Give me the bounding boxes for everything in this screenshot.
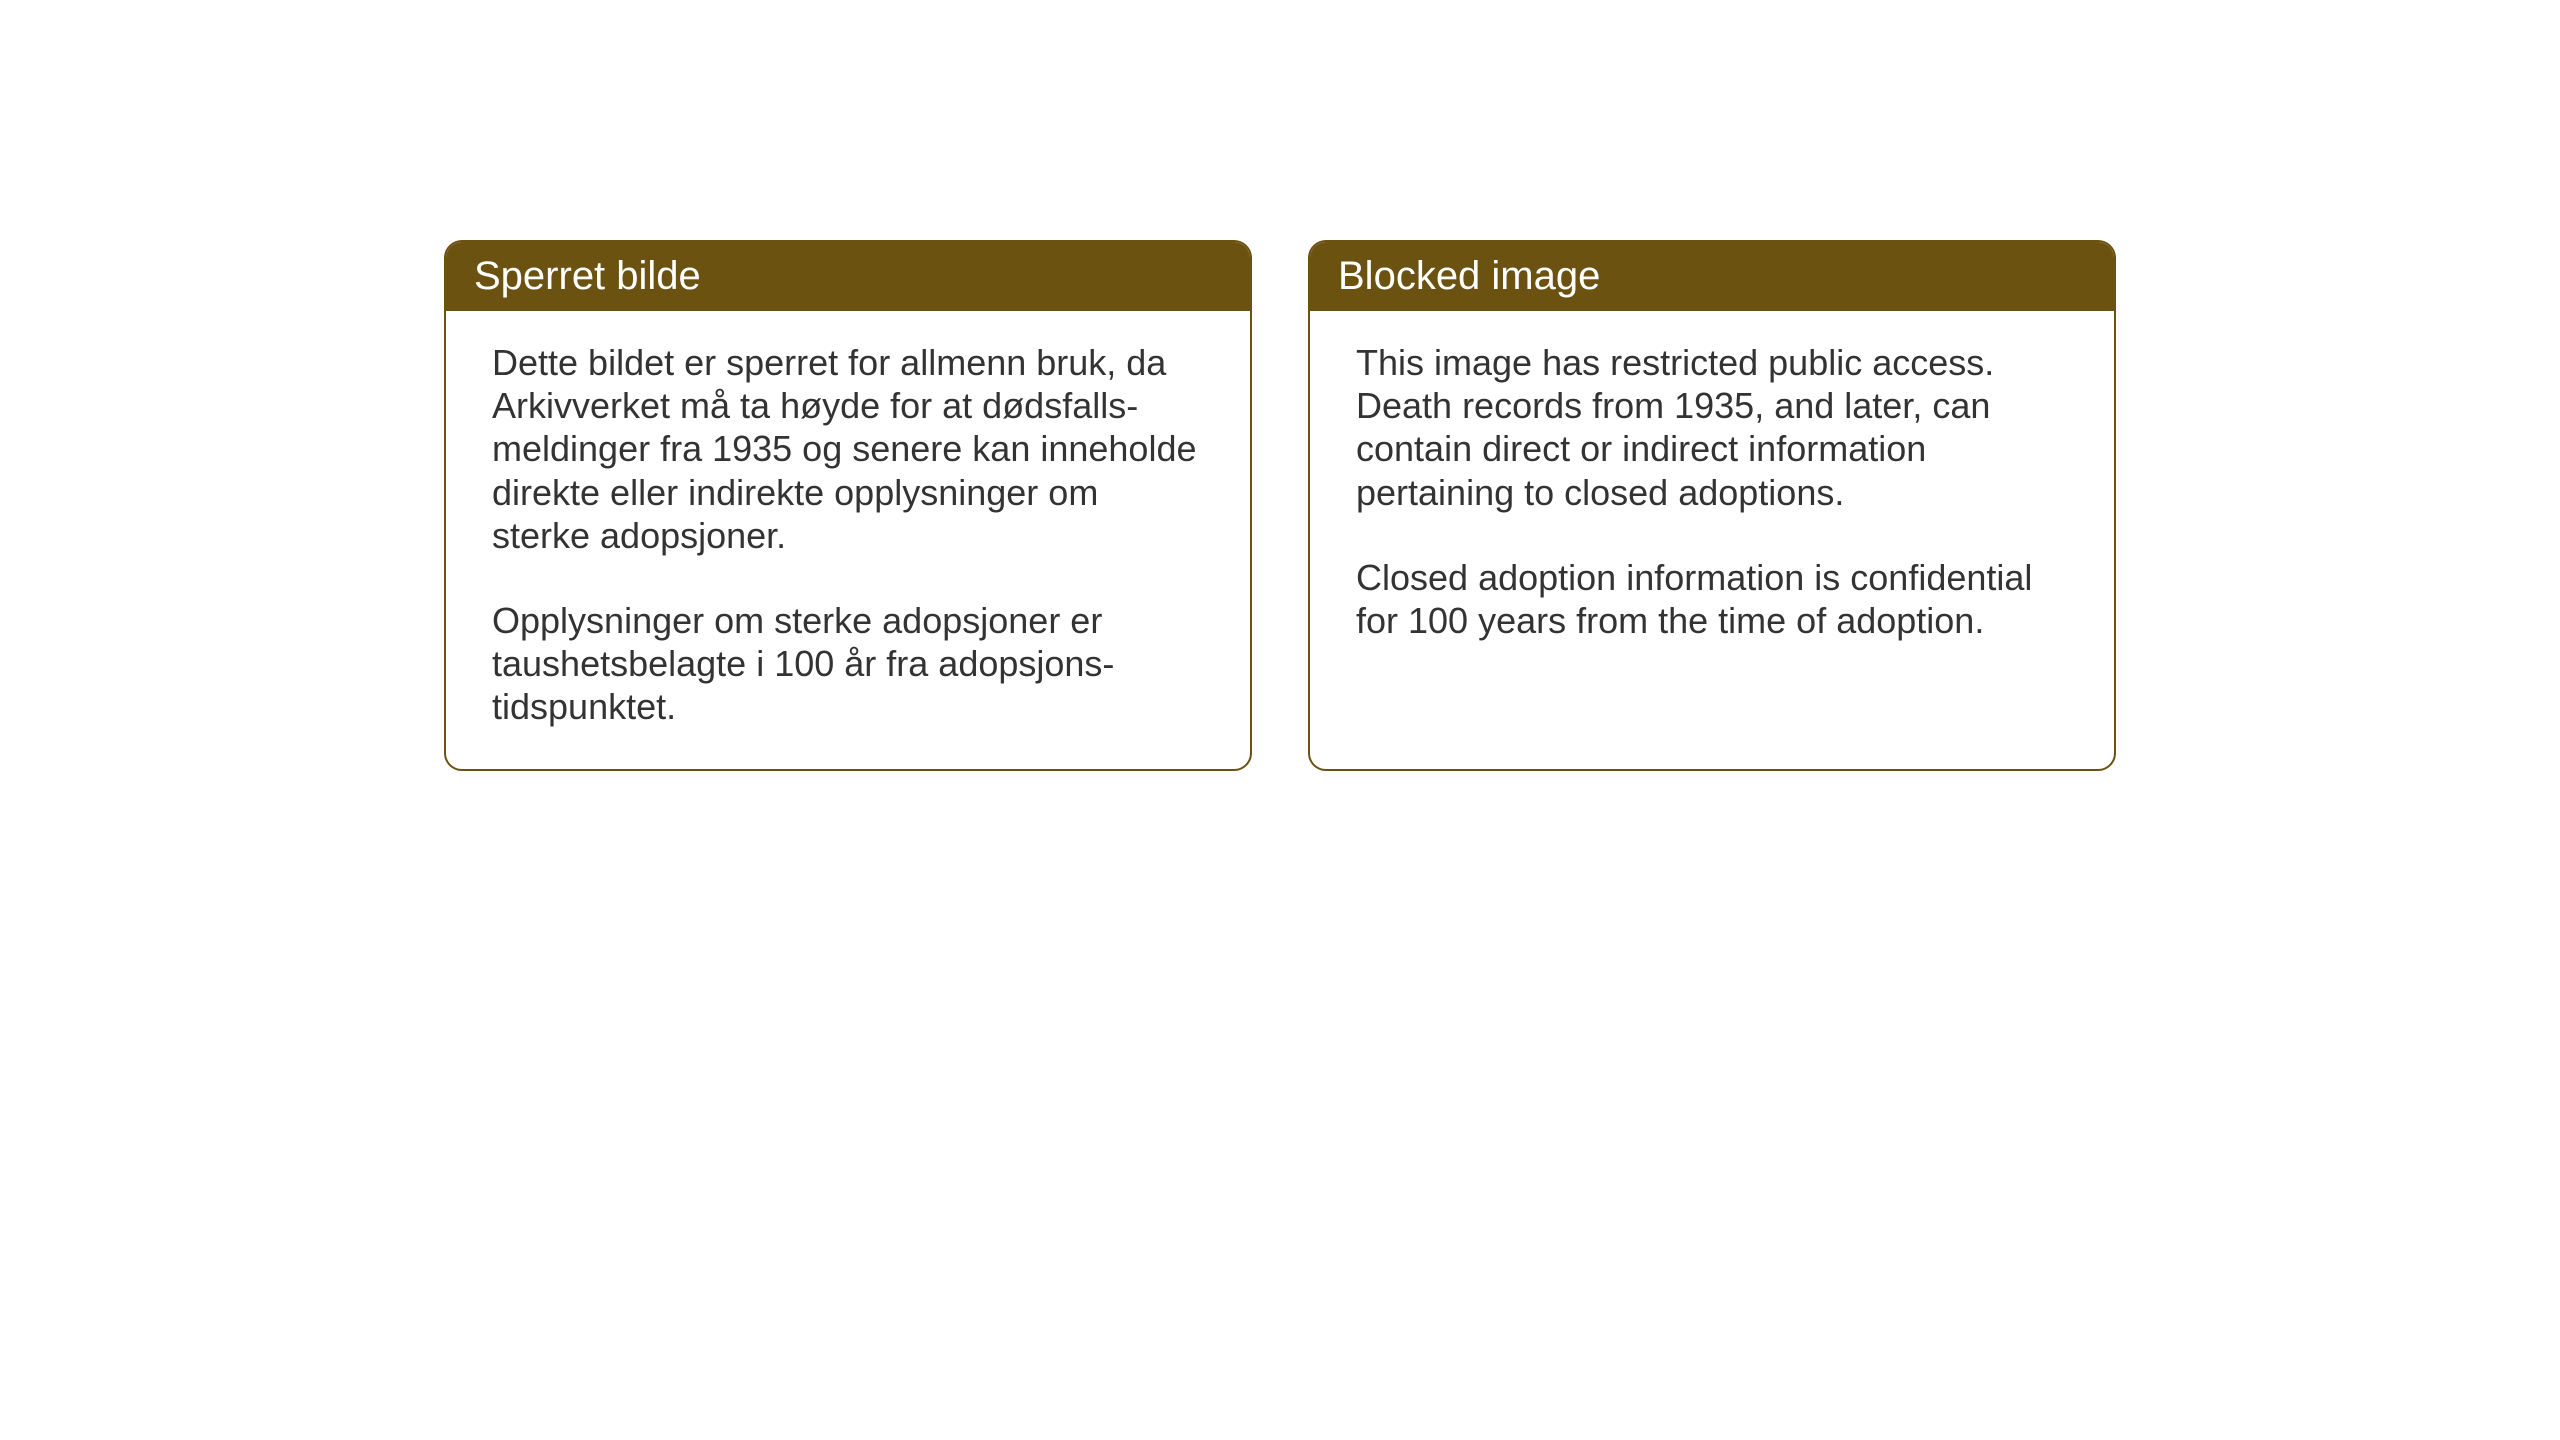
- card-body-english: This image has restricted public access.…: [1310, 311, 2114, 682]
- paragraph-no-1: Dette bildet er sperret for allmenn bruk…: [492, 341, 1204, 557]
- card-header-norwegian: Sperret bilde: [446, 242, 1250, 311]
- paragraph-en-2: Closed adoption information is confident…: [1356, 556, 2068, 642]
- card-header-english: Blocked image: [1310, 242, 2114, 311]
- paragraph-no-2: Opplysninger om sterke adopsjoner er tau…: [492, 599, 1204, 729]
- paragraph-en-1: This image has restricted public access.…: [1356, 341, 2068, 514]
- notice-card-english: Blocked image This image has restricted …: [1308, 240, 2116, 771]
- notice-card-norwegian: Sperret bilde Dette bildet er sperret fo…: [444, 240, 1252, 771]
- card-body-norwegian: Dette bildet er sperret for allmenn bruk…: [446, 311, 1250, 769]
- notice-container: Sperret bilde Dette bildet er sperret fo…: [444, 240, 2116, 771]
